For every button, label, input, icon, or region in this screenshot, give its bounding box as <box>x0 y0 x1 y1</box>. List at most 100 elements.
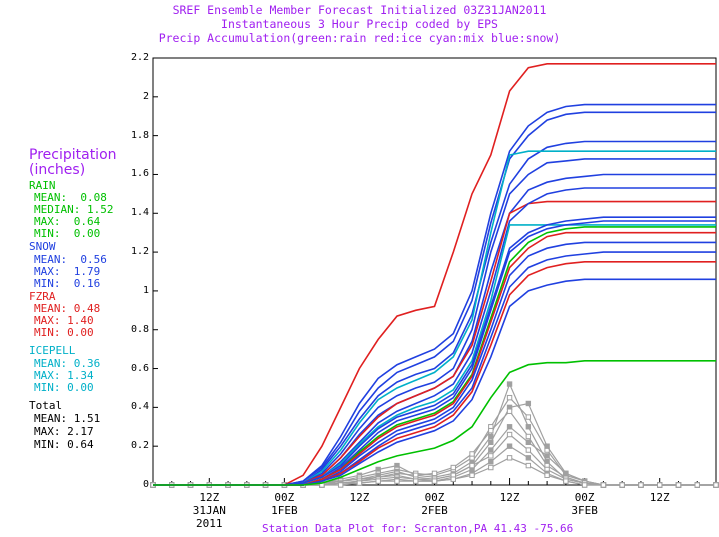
accumulation-line-snow <box>153 140 716 486</box>
precip-point <box>525 439 532 446</box>
rain-median: MEDIAN: 1.52 <box>34 203 114 216</box>
fzra-max: MAX: 1.40 <box>34 314 94 327</box>
precip-point <box>694 482 700 488</box>
accumulation-line-snow <box>153 103 716 486</box>
total-min: MIN: 0.64 <box>34 438 94 451</box>
x-tick-label-line: 1FEB <box>271 504 298 517</box>
x-tick-label: 12Z 31JAN 2011 <box>179 491 239 530</box>
precip-point <box>525 400 532 407</box>
precip-point <box>544 453 550 459</box>
x-tick-label: 00Z 3FEB <box>555 491 615 517</box>
x-tick-label-line: 2011 <box>196 517 223 530</box>
precip-point <box>619 482 625 488</box>
x-tick-label-line: 12Z <box>499 491 520 504</box>
precip-point <box>657 482 663 488</box>
icepell-max: MAX: 1.34 <box>34 369 94 382</box>
precip-point <box>469 462 475 469</box>
precip-point <box>506 443 513 449</box>
x-tick-label-line: 12Z <box>199 491 220 504</box>
rain-min: MIN: 0.00 <box>34 227 101 240</box>
precip-point <box>375 478 381 484</box>
precip-point <box>469 472 475 478</box>
x-tick-label: 00Z 2FEB <box>405 491 465 517</box>
y-tick-label: 1.8 <box>130 129 149 141</box>
x-tick-label-line: 00Z <box>274 491 295 504</box>
icepell-label: ICEPELL <box>29 344 76 357</box>
accumulation-line-ice <box>153 261 716 486</box>
snow-max: MAX: 1.79 <box>34 265 101 278</box>
precip-point <box>525 414 532 420</box>
snow-mean: MEAN: 0.56 <box>34 253 107 266</box>
y-tick-label: 2 <box>142 90 149 102</box>
accumulation-line-ice <box>153 63 716 486</box>
accumulation-line-snow <box>153 158 716 486</box>
icepell-min: MIN: 0.00 <box>34 381 94 394</box>
y-tick-label: 1.2 <box>130 246 149 258</box>
y-tick-label: 2.2 <box>130 52 149 63</box>
rain-max: MAX: 0.64 <box>34 215 101 228</box>
accumulation-line-snow <box>153 220 716 486</box>
x-tick-label: 12Z <box>480 491 540 504</box>
accumulation-line-snow <box>153 216 716 486</box>
x-tick-label: 12Z <box>630 491 690 504</box>
precip-point <box>581 482 588 488</box>
side-heading: Precipitation <box>29 147 117 163</box>
precip-point <box>525 462 532 469</box>
y-tick-label: 0.8 <box>130 323 149 335</box>
y-tick-label: 0.6 <box>130 362 149 374</box>
total-mean: MEAN: 1.51 <box>34 412 101 425</box>
precip-point <box>525 424 532 430</box>
precip-point <box>450 464 456 471</box>
precip-point <box>431 470 438 477</box>
precip-point <box>488 427 494 434</box>
precip-point <box>488 433 494 440</box>
precip-point <box>488 459 494 465</box>
precip-point <box>563 470 569 477</box>
precip-point <box>488 447 494 453</box>
x-tick-label-line: 2FEB <box>421 504 448 517</box>
precip-point <box>506 431 513 438</box>
precip-point <box>506 394 513 401</box>
snow-label: SNOW <box>29 240 56 253</box>
y-tick-label: 1.4 <box>130 207 149 219</box>
y-tick-label: 1.6 <box>130 168 149 180</box>
precip-point <box>525 433 532 440</box>
fzra-min: MIN: 0.00 <box>34 326 94 339</box>
side-units: (inches) <box>29 162 86 178</box>
rain-label: RAIN <box>29 179 56 192</box>
chart-title-line-1: SREF Ensemble Member Forecast Initialize… <box>172 3 547 17</box>
precip-point <box>506 381 513 387</box>
precip-point <box>525 447 532 453</box>
accumulation-line-ice <box>153 231 716 486</box>
total-label: Total <box>29 399 63 412</box>
precip-point <box>675 482 682 488</box>
precip-point <box>544 443 550 449</box>
y-tick-label: 0.2 <box>130 440 149 452</box>
precip-point <box>525 455 532 461</box>
precip-point <box>413 478 419 484</box>
precip-point <box>488 439 494 446</box>
precip-point <box>394 478 400 484</box>
station-footer: Station Data Plot for: Scranton,PA 41.43… <box>262 522 574 535</box>
snow-min: MIN: 0.16 <box>34 277 101 290</box>
precip-point <box>488 464 494 471</box>
x-tick-label-line: 12Z <box>649 491 670 504</box>
precip-point <box>450 476 456 482</box>
y-tick-label: 1 <box>142 284 149 296</box>
plot-frame <box>152 57 717 486</box>
y-tick-label: 0.4 <box>130 401 149 413</box>
precip-point <box>506 455 513 461</box>
precip-point <box>431 478 438 484</box>
precip-point <box>638 482 644 488</box>
accumulation-line-rain <box>153 360 716 486</box>
x-tick-label-line: 00Z <box>574 491 595 504</box>
precip-point <box>563 478 569 484</box>
x-tick-label-line: 3FEB <box>571 504 598 517</box>
y-tick-label: 0 <box>142 479 149 490</box>
rain-mean: MEAN: 0.08 <box>34 191 107 204</box>
precip-point <box>506 424 513 430</box>
precip-point <box>506 408 513 414</box>
chart-title-line-2: Instantaneous 3 Hour Precip coded by EPS <box>221 17 498 31</box>
precip-line <box>153 382 716 486</box>
x-tick-label: 12Z <box>329 491 389 504</box>
